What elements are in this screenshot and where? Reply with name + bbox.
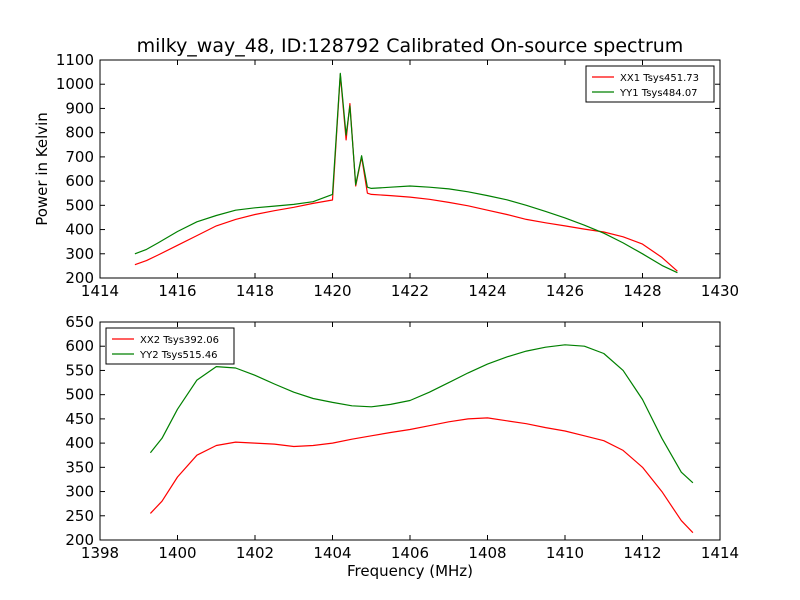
plot-2-series-line-1 [149, 417, 694, 534]
plot-2-ytick-label: 650 [65, 313, 94, 331]
plot-1-tick-layer: 1414 1416 1418 1420 1422 1424 1426 1428 1430 200 3… [56, 51, 739, 300]
plot-1-xtick-label: 1416 [158, 282, 196, 300]
plot-1-ytick-label: 600 [65, 172, 94, 190]
plot-2: 1398 1400 1402 1404 1406 1408 1410 1412 1414 200 2… [65, 313, 739, 580]
plot-2-legend-label-2: YY2 Tsys515.46 [139, 350, 218, 361]
plot-2-xtick-label: 1412 [623, 544, 661, 562]
plot-2-xtick-label: 1406 [391, 544, 429, 562]
plot-1-ytick-label: 500 [65, 196, 94, 214]
plot-1-xtick-label: 1418 [236, 282, 274, 300]
plot-2-tick-layer: 1398 1400 1402 1404 1406 1408 1410 1412 1414 200 2… [65, 313, 739, 562]
plot-1-ytick-label: 400 [65, 221, 94, 239]
plot-1-ytick-label: 1000 [56, 75, 94, 93]
plot-2-ytick-label: 300 [65, 483, 94, 501]
plot-1-ytick-label: 200 [65, 269, 94, 287]
plot-2-xlabel: Frequency (MHz) [347, 562, 473, 580]
plot-2-ytick-label: 550 [65, 361, 94, 379]
plot-1-xtick-label: 1424 [468, 282, 506, 300]
plot-1-ytick-label: 800 [65, 124, 94, 142]
plot-2-ytick-label: 350 [65, 458, 94, 476]
plot-2-ytick-label: 250 [65, 507, 94, 525]
plot-2-ytick-label: 600 [65, 337, 94, 355]
plot-2-legend: XX2 Tsys392.06 YY2 Tsys515.46 [105, 327, 235, 365]
plot-1-ytick-label: 900 [65, 99, 94, 117]
plot-1: 1414 1416 1418 1420 1422 1424 1426 1428 1430 200 3… [33, 51, 739, 300]
chart-title-1: milky_way_48, ID:128792 Calibrated On-so… [137, 35, 684, 57]
plot-2-ytick-label: 400 [65, 434, 94, 452]
plot-1-xtick-label: 1430 [701, 282, 739, 300]
plot-2-legend-box [105, 327, 235, 365]
plot-2-xtick-label: 1408 [468, 544, 506, 562]
plot-1-legend-box [585, 65, 715, 103]
plot-2-xtick-label: 1410 [546, 544, 584, 562]
plot-1-xtick-label: 1414 [81, 282, 119, 300]
plot-1-ytick-label: 700 [65, 148, 94, 166]
plot-1-xtick-label: 1420 [313, 282, 351, 300]
plot-1-xtick-label: 1426 [546, 282, 584, 300]
plot-2-xtick-label: 1400 [158, 544, 196, 562]
plot-2-series-line-2 [149, 344, 694, 484]
plot-2-xtick-label: 1402 [236, 544, 274, 562]
plot-1-legend: XX1 Tsys451.73 YY1 Tsys484.07 [585, 65, 715, 103]
plot-1-series-line-1 [134, 73, 678, 272]
plot-2-ytick-label: 500 [65, 386, 94, 404]
plot-1-legend-label-1: XX1 Tsys451.73 [620, 73, 699, 84]
plot-1-ytick-label: 1100 [56, 51, 94, 69]
plot-2-legend-label-1: XX2 Tsys392.06 [140, 335, 219, 346]
plot-1-ytick-label: 300 [65, 245, 94, 263]
plot-2-ytick-label: 450 [65, 410, 94, 428]
plot-1-legend-label-2: YY1 Tsys484.07 [619, 88, 698, 99]
plot-1-series-line-2 [134, 72, 678, 274]
plot-1-xtick-label: 1428 [623, 282, 661, 300]
plot-2-xtick-label: 1404 [313, 544, 351, 562]
plot-2-series-layer [149, 344, 694, 534]
plot-2-xtick-label: 1414 [701, 544, 739, 562]
plot-2-xtick-label: 1398 [81, 544, 119, 562]
plot-1-xtick-label: 1422 [391, 282, 429, 300]
plot-1-series-layer [134, 72, 678, 274]
plot-2-ytick-label: 200 [65, 531, 94, 549]
plot-1-ylabel: Power in Kelvin [33, 112, 51, 226]
